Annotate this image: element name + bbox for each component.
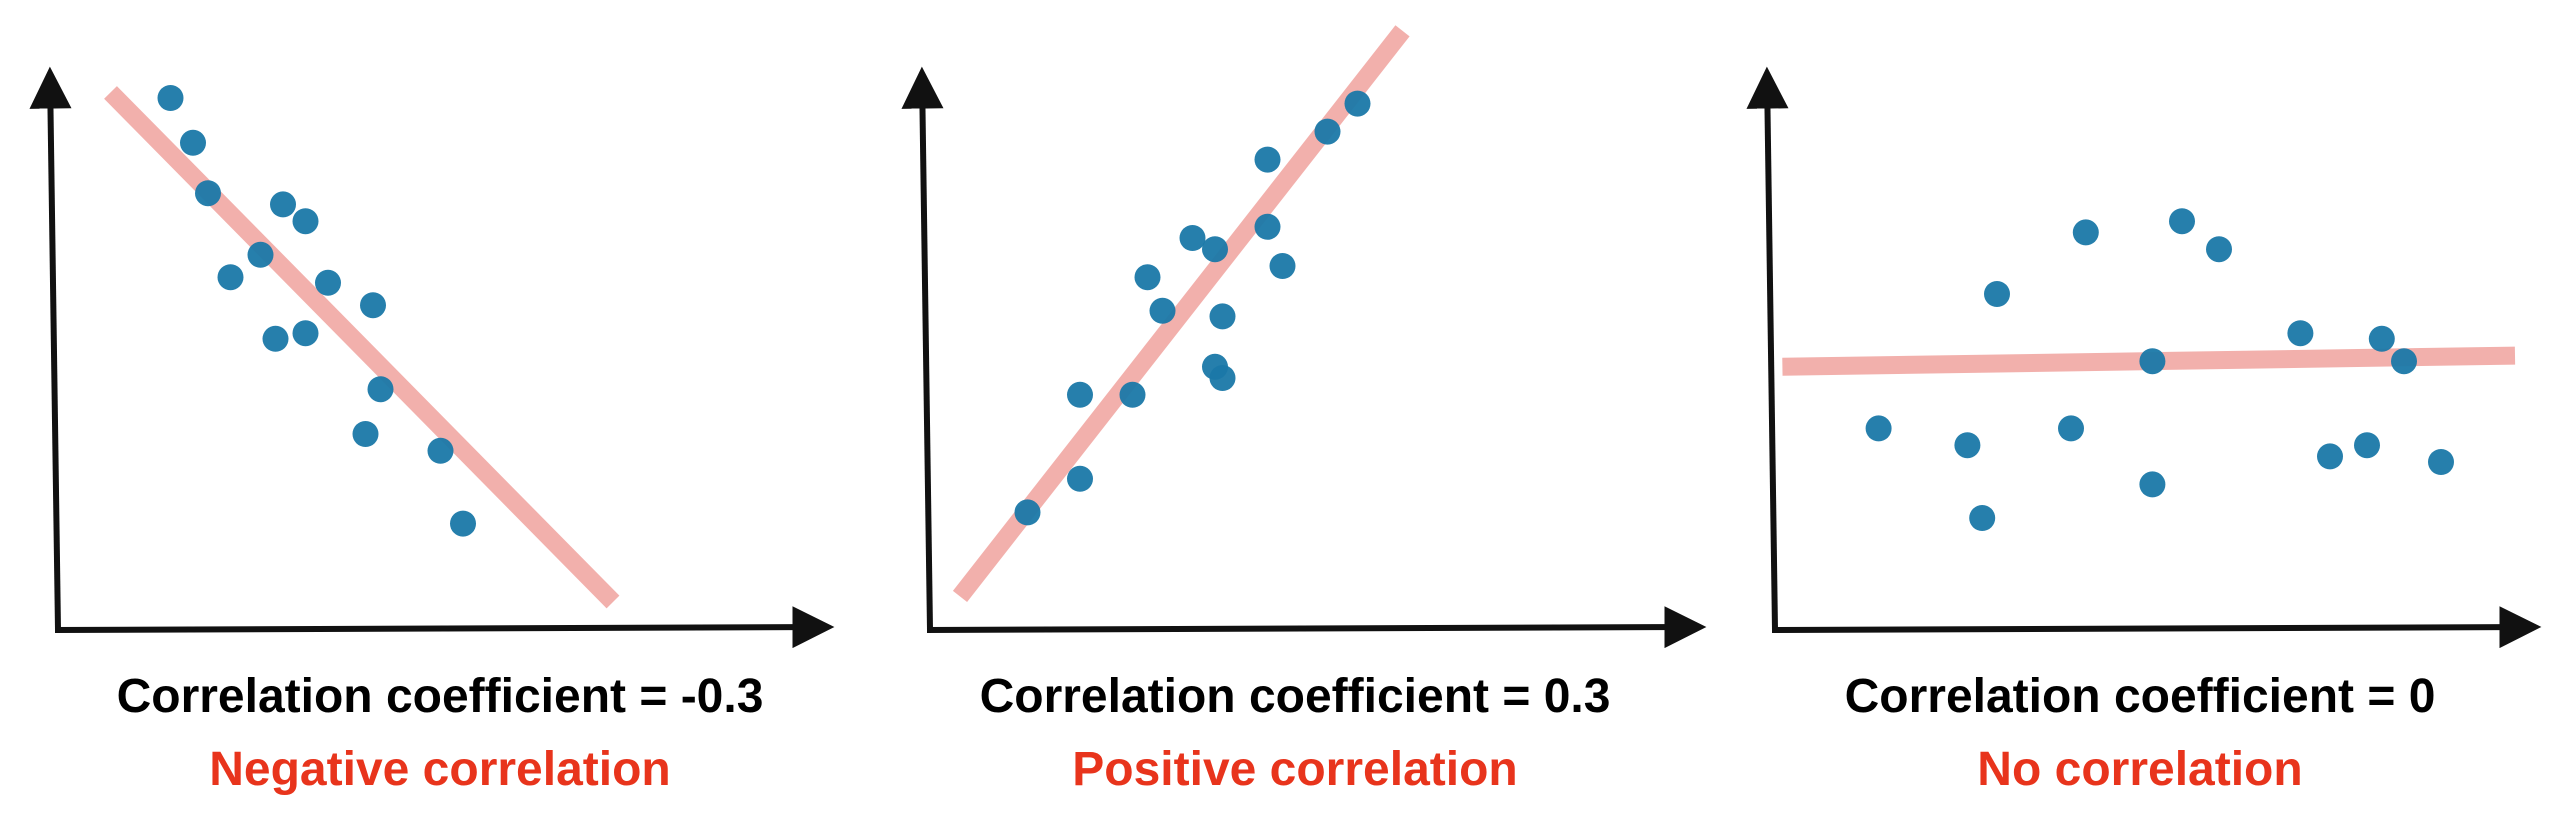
data-point bbox=[1134, 264, 1161, 291]
data-point bbox=[427, 437, 454, 464]
x-axis bbox=[926, 606, 1707, 649]
data-point bbox=[2169, 208, 2195, 235]
data-point bbox=[270, 191, 296, 218]
data-point bbox=[367, 376, 394, 403]
data-point bbox=[1209, 303, 1236, 330]
correlation-type-label: Negative correlation bbox=[209, 743, 670, 796]
data-point bbox=[217, 264, 244, 291]
data-point bbox=[2058, 415, 2084, 442]
y-axis bbox=[1746, 66, 1789, 631]
data-point bbox=[247, 241, 274, 268]
correlation-type-label: No correlation bbox=[1977, 743, 2302, 796]
chart-panel-2: Correlation coefficient = 0.3 Positive co… bbox=[901, 25, 1707, 796]
y-axis bbox=[901, 66, 944, 631]
x-axis bbox=[1771, 606, 2542, 649]
data-point bbox=[1119, 381, 1146, 408]
data-point bbox=[292, 208, 319, 235]
data-point bbox=[360, 292, 386, 319]
data-point bbox=[262, 325, 289, 352]
data-point bbox=[1344, 90, 1371, 117]
data-point bbox=[1202, 353, 1228, 380]
data-point bbox=[352, 421, 379, 447]
data-point bbox=[2368, 325, 2395, 352]
chart-panel-1: Correlation coefficient = -0.3 Negative c… bbox=[29, 66, 835, 796]
data-point bbox=[315, 269, 341, 296]
data-point bbox=[2428, 449, 2454, 475]
data-point bbox=[2354, 432, 2380, 459]
data-point bbox=[1202, 236, 1228, 263]
data-point bbox=[1014, 499, 1041, 526]
data-point bbox=[1314, 118, 1341, 145]
data-point bbox=[2139, 471, 2166, 498]
data-point bbox=[1269, 253, 1296, 279]
correlation-coefficient-label: Correlation coefficient = 0.3 bbox=[980, 670, 1611, 723]
data-point bbox=[1954, 432, 1981, 459]
data-point bbox=[1984, 281, 2010, 307]
data-point bbox=[157, 85, 184, 111]
data-point bbox=[450, 510, 476, 537]
y-axis bbox=[29, 66, 72, 631]
data-point bbox=[2317, 443, 2343, 470]
data-point bbox=[1149, 297, 1176, 324]
trend-line bbox=[104, 86, 620, 609]
correlation-coefficient-label: Correlation coefficient = 0 bbox=[1845, 670, 2436, 723]
data-point bbox=[2139, 348, 2166, 375]
data-point bbox=[1254, 213, 1281, 240]
data-point bbox=[1179, 225, 1206, 251]
data-point bbox=[1067, 381, 1093, 408]
x-axis bbox=[54, 606, 835, 649]
data-point bbox=[1254, 146, 1281, 173]
data-point bbox=[2072, 219, 2099, 246]
correlation-coefficient-label: Correlation coefficient = -0.3 bbox=[117, 670, 764, 723]
data-point bbox=[2391, 348, 2417, 375]
data-point bbox=[1969, 505, 1996, 531]
data-point bbox=[1067, 465, 1093, 492]
data-point bbox=[292, 320, 319, 347]
correlation-type-label: Positive correlation bbox=[1072, 743, 1517, 796]
data-point bbox=[195, 180, 221, 207]
data-point bbox=[2287, 320, 2314, 347]
data-point bbox=[2206, 236, 2232, 263]
data-point bbox=[1865, 415, 1892, 442]
chart-panel-3: Correlation coefficient = 0 No correlatio… bbox=[1746, 66, 2542, 796]
data-point bbox=[180, 129, 206, 156]
